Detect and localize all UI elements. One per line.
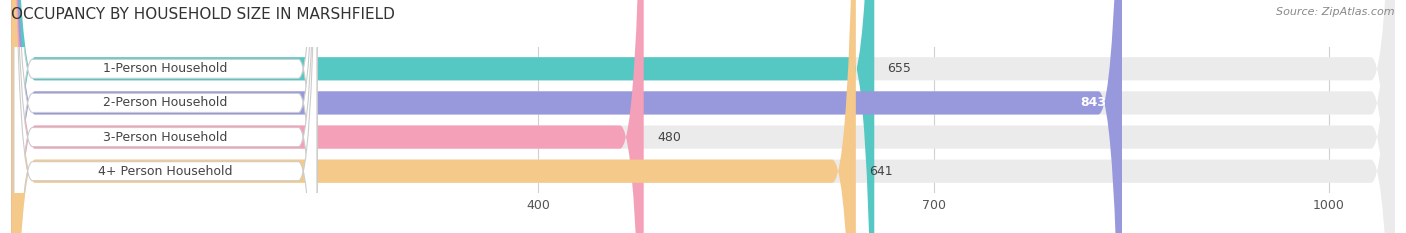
FancyBboxPatch shape — [14, 0, 316, 233]
Text: Source: ZipAtlas.com: Source: ZipAtlas.com — [1277, 7, 1395, 17]
FancyBboxPatch shape — [14, 0, 316, 233]
Text: 480: 480 — [657, 130, 681, 144]
FancyBboxPatch shape — [11, 0, 1122, 233]
FancyBboxPatch shape — [11, 0, 1395, 233]
Text: 3-Person Household: 3-Person Household — [103, 130, 228, 144]
FancyBboxPatch shape — [11, 0, 875, 233]
FancyBboxPatch shape — [11, 0, 1395, 233]
FancyBboxPatch shape — [11, 0, 856, 233]
Text: 641: 641 — [869, 165, 893, 178]
Text: 843: 843 — [1080, 96, 1107, 110]
Text: 2-Person Household: 2-Person Household — [103, 96, 228, 110]
Text: OCCUPANCY BY HOUSEHOLD SIZE IN MARSHFIELD: OCCUPANCY BY HOUSEHOLD SIZE IN MARSHFIEL… — [11, 7, 395, 22]
FancyBboxPatch shape — [14, 0, 316, 233]
Text: 1-Person Household: 1-Person Household — [103, 62, 228, 75]
FancyBboxPatch shape — [11, 0, 644, 233]
FancyBboxPatch shape — [14, 0, 316, 233]
Text: 4+ Person Household: 4+ Person Household — [98, 165, 232, 178]
FancyBboxPatch shape — [11, 0, 1395, 233]
FancyBboxPatch shape — [11, 0, 1395, 233]
Text: 655: 655 — [887, 62, 911, 75]
